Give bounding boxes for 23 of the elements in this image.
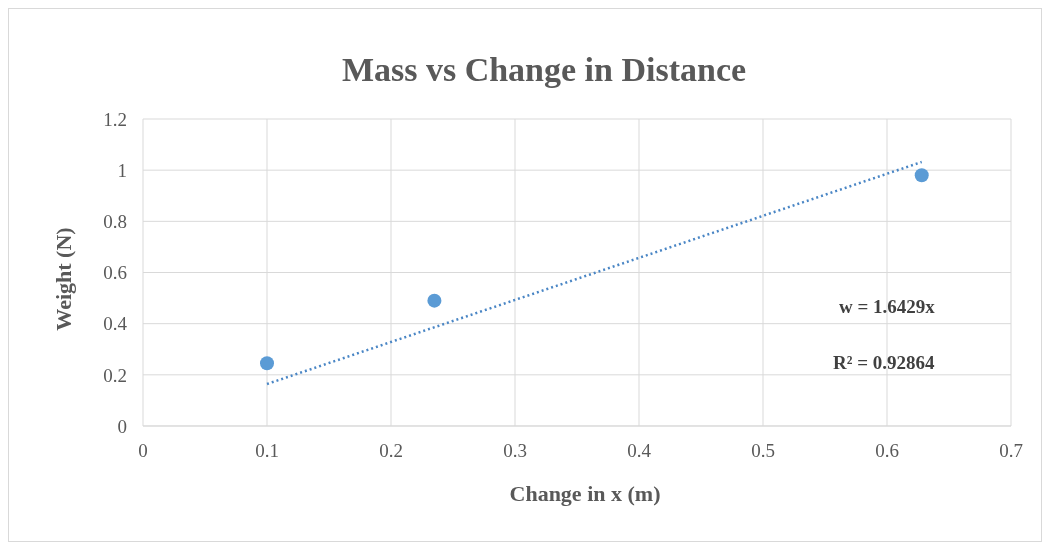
x-tick-label: 0.5: [751, 440, 775, 462]
x-tick-label: 0.4: [627, 440, 652, 462]
y-tick-label: 1.2: [103, 108, 127, 130]
y-tick-label: 0.4: [103, 313, 128, 335]
y-tick-label: 0: [117, 415, 127, 437]
chart-title: Mass vs Change in Distance: [340, 51, 748, 89]
y-tick-label: 0.6: [103, 262, 127, 284]
y-tick-label: 1: [117, 159, 127, 181]
point: [260, 356, 274, 371]
point: [427, 293, 442, 308]
x-tick-label: 0.2: [379, 440, 403, 462]
annotation: R² = 0.92864: [833, 352, 935, 374]
x-tick-label: 0.6: [875, 440, 899, 462]
y-axis-title: Weight (N): [51, 227, 77, 331]
x-tick-label: 0: [138, 440, 148, 462]
point: [914, 168, 929, 183]
x-tick-label: 0.1: [255, 440, 279, 462]
y-tick-label: 0.8: [103, 211, 127, 233]
annotation: w = 1.6429x: [839, 296, 935, 318]
y-tick-label: 0.2: [103, 364, 127, 386]
x-axis-title: Change in x (m): [508, 481, 662, 507]
x-tick-label: 0.7: [999, 440, 1023, 462]
x-tick-label: 0.3: [503, 440, 527, 462]
